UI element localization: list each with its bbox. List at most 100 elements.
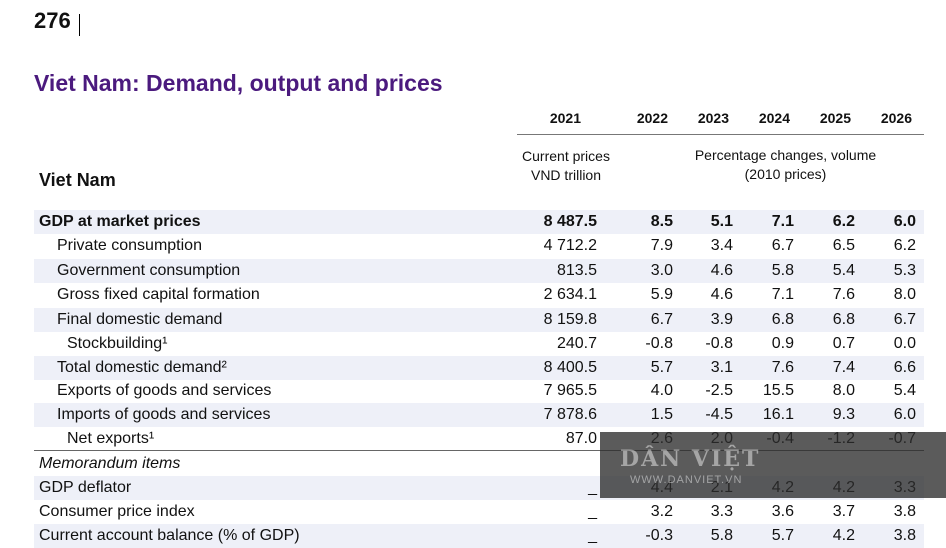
row-label: Current account balance (% of GDP) <box>39 527 300 544</box>
table-row: GDP at market prices 8 487.5 8.5 5.1 7.1 6.2 6… <box>34 210 924 234</box>
cell-2026: 0.0 <box>893 335 916 352</box>
table-row: Memorandum items <box>34 452 924 476</box>
cell-2024: 3.6 <box>771 503 794 520</box>
cell-2024: 6.8 <box>771 311 794 328</box>
page-separator <box>79 14 80 36</box>
cell-2021: 2 634.1 <box>543 286 597 303</box>
row-label: Gross fixed capital formation <box>57 286 260 303</box>
table-row: Total domestic demand² 8 400.5 5.7 3.1 7.6 7.… <box>34 356 924 380</box>
cell-2024: 16.1 <box>762 406 794 423</box>
cell-2024: 0.9 <box>771 335 794 352</box>
cell-2026: 5.3 <box>893 262 916 279</box>
cell-2023: -0.8 <box>705 335 733 352</box>
cell-2022: 1.5 <box>650 406 673 423</box>
row-label: Consumer price index <box>39 503 195 520</box>
year-header-2025: 2025 <box>819 110 851 126</box>
cell-2024: 6.7 <box>771 237 794 254</box>
table-row: Private consumption 4 712.2 7.9 3.4 6.7 6.5 6.… <box>34 234 924 258</box>
cell-2025: 0.7 <box>832 335 855 352</box>
cell-2022: 6.7 <box>650 311 673 328</box>
cell-2026: 3.8 <box>893 503 916 520</box>
table-row: Government consumption 813.5 3.0 4.6 5.8 5.4 5… <box>34 259 924 283</box>
cell-2026: 6.0 <box>893 213 916 230</box>
cell-2021: _ <box>588 527 597 544</box>
cell-2025: 5.4 <box>832 262 855 279</box>
cell-2024: 5.8 <box>771 262 794 279</box>
cell-2023: 5.8 <box>710 527 733 544</box>
table-row: Final domestic demand 8 159.8 6.7 3.9 6.8 6.8… <box>34 308 924 332</box>
cell-2025: 7.4 <box>832 359 855 376</box>
row-label: Final domestic demand <box>57 311 223 328</box>
cell-2022: -0.8 <box>645 335 673 352</box>
cell-2026: 6.6 <box>893 359 916 376</box>
cell-2025: 4.2 <box>832 527 855 544</box>
table-row: Gross fixed capital formation 2 634.1 5.9 4… <box>34 283 924 307</box>
row-label: GDP deflator <box>39 479 132 496</box>
cell-2025: 9.3 <box>832 406 855 423</box>
year-header-2021: 2021 <box>549 110 581 126</box>
cell-2023: 4.6 <box>710 262 733 279</box>
cell-2021: _ <box>588 503 597 520</box>
cell-2024: 7.6 <box>771 359 794 376</box>
cell-2022: 7.9 <box>650 237 673 254</box>
cell-2026: 5.4 <box>893 382 916 399</box>
row-label: GDP at market prices <box>39 213 201 230</box>
cell-2026: 3.8 <box>893 527 916 544</box>
cell-2023: 3.4 <box>710 237 733 254</box>
cell-2022: -0.3 <box>645 527 673 544</box>
row-label: Imports of goods and services <box>57 406 271 423</box>
row-label: Government consumption <box>57 262 241 279</box>
net-exports-rule <box>34 450 924 451</box>
table-row: Exports of goods and services 7 965.5 4.0 -… <box>34 379 924 403</box>
cell-2025: 8.0 <box>832 382 855 399</box>
cell-2022: 5.9 <box>650 286 673 303</box>
cell-2021: 8 487.5 <box>543 213 597 230</box>
cell-2025: 6.5 <box>832 237 855 254</box>
cell-2022: 3.0 <box>650 262 673 279</box>
table-row: Current account balance (% of GDP) _ -0.3 5… <box>34 524 924 548</box>
row-label: Total domestic demand² <box>57 359 227 376</box>
row-label: Exports of goods and services <box>57 382 272 399</box>
cell-2026: 8.0 <box>893 286 916 303</box>
cell-2025: 6.2 <box>832 213 855 230</box>
cell-2022: 3.2 <box>650 503 673 520</box>
table-row: Imports of goods and services 7 878.6 1.5 -… <box>34 403 924 427</box>
cell-2024: 7.1 <box>771 286 794 303</box>
cell-2021: _ <box>588 479 597 496</box>
year-header-2022: 2022 <box>636 110 668 126</box>
percentage-line2: (2010 prices) <box>744 166 827 182</box>
cell-2023: -4.5 <box>705 406 733 423</box>
cell-2021: 7 878.6 <box>543 406 597 423</box>
cell-2022: 4.0 <box>650 382 673 399</box>
cell-2021: 240.7 <box>556 335 597 352</box>
cell-2023: 3.3 <box>710 503 733 520</box>
cell-2026: 6.0 <box>893 406 916 423</box>
cell-2021: 8 159.8 <box>543 311 597 328</box>
cell-2021: 87.0 <box>565 430 597 447</box>
cell-2025: 6.8 <box>832 311 855 328</box>
cell-2024: 5.7 <box>771 527 794 544</box>
cell-2023: 3.1 <box>710 359 733 376</box>
year-header-2023: 2023 <box>697 110 729 126</box>
cell-2024: 15.5 <box>762 382 794 399</box>
row-label: Net exports¹ <box>67 430 155 447</box>
cell-2023: 3.9 <box>710 311 733 328</box>
cell-2021: 813.5 <box>556 262 597 279</box>
cell-2023: 4.6 <box>710 286 733 303</box>
header-rule <box>517 134 924 135</box>
cell-2021: 7 965.5 <box>543 382 597 399</box>
current-prices-header: Current prices VND trillion <box>514 147 618 185</box>
cell-2024: 7.1 <box>771 213 794 230</box>
percentage-changes-header: Percentage changes, volume (2010 prices) <box>680 146 891 184</box>
row-label: Stockbuilding¹ <box>67 335 168 352</box>
cell-2022: 8.5 <box>650 213 673 230</box>
year-header-2026: 2026 <box>880 110 912 126</box>
watermark-url: WWW.DANVIET.VN <box>630 474 743 486</box>
row-label: Memorandum items <box>39 455 181 472</box>
country-header: Viet Nam <box>39 170 116 190</box>
cell-2026: 6.7 <box>893 311 916 328</box>
cell-2021: 8 400.5 <box>543 359 597 376</box>
cell-2025: 7.6 <box>832 286 855 303</box>
page-number: 276 <box>34 8 71 33</box>
cell-2026: 6.2 <box>893 237 916 254</box>
